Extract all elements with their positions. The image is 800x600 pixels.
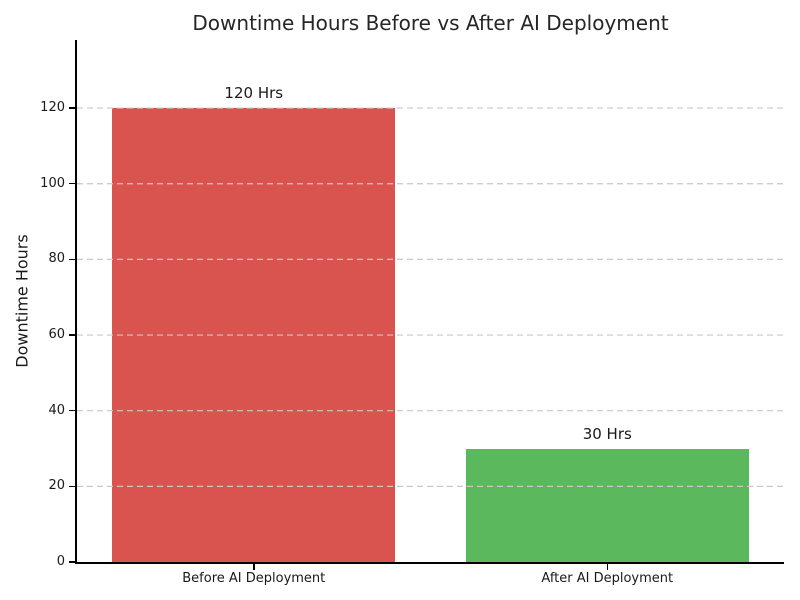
y-tick-label: 0 bbox=[56, 554, 65, 569]
bar bbox=[465, 448, 749, 562]
y-tick-mark bbox=[69, 107, 77, 109]
x-tick-label: Before AI Deployment bbox=[182, 571, 326, 586]
chart-title: Downtime Hours Before vs After AI Deploy… bbox=[192, 11, 669, 35]
y-tick-mark bbox=[69, 409, 77, 412]
y-tick-label: 100 bbox=[40, 175, 65, 191]
y-tick-label: 20 bbox=[48, 478, 65, 494]
bar-value-label: 120 Hrs bbox=[224, 84, 284, 103]
x-tick-label: After AI Deployment bbox=[541, 571, 674, 586]
y-tick-label: 120 bbox=[40, 100, 65, 116]
y-tick-label: 40 bbox=[48, 402, 65, 418]
y-tick-mark bbox=[69, 258, 77, 261]
y-tick-mark bbox=[69, 182, 77, 185]
left-spine bbox=[75, 40, 77, 564]
bar bbox=[112, 108, 396, 562]
x-tick-mark bbox=[606, 562, 608, 570]
x-tick-mark bbox=[253, 562, 255, 570]
y-tick-mark bbox=[69, 334, 77, 336]
y-tick-label: 80 bbox=[48, 251, 65, 267]
y-tick-mark bbox=[69, 561, 77, 563]
bar-value-label: 30 Hrs bbox=[582, 424, 632, 443]
y-tick-label: 60 bbox=[48, 327, 65, 343]
bottom-spine bbox=[75, 562, 784, 564]
y-tick-mark bbox=[69, 485, 77, 488]
